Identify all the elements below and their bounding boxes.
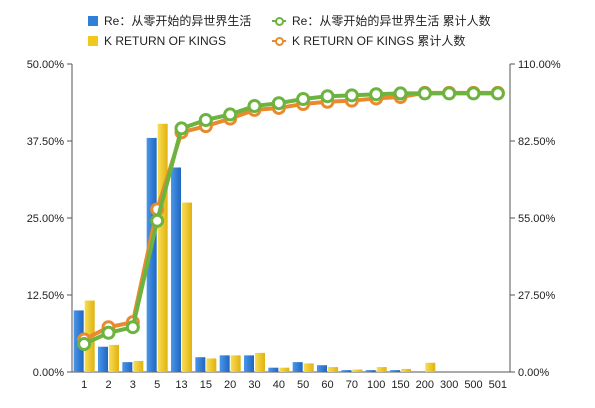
line-point [320,89,335,104]
bar [219,355,230,372]
left-tick-label: 12.50% [27,290,65,302]
legend-label: K RETURN OF KINGS 累计人数 [292,34,466,48]
x-tick-label: 15 [200,379,212,391]
line-point [466,86,481,101]
bar [195,357,206,372]
bar [317,365,327,372]
bar [133,360,144,372]
bar [244,355,254,372]
bar [365,370,376,372]
x-tick-label: 50 [297,379,309,391]
right-tick-label: 0.00% [518,367,549,379]
bar [341,370,352,372]
axes [67,63,515,373]
bar [146,137,157,372]
bars [73,123,436,372]
x-tick-label: 1 [81,379,87,391]
line-point [442,86,457,101]
legend-label: K RETURN OF KINGS [104,34,227,48]
legend-marker-orange [272,37,286,46]
line-point [369,87,384,102]
bar [182,202,192,372]
line-point [198,113,213,127]
cumulative-line [83,91,498,346]
legend-label: Re：从零开始的异世界生活 [104,14,252,28]
legend-marker-green [272,17,286,26]
bar [268,367,279,372]
line-point [296,92,311,106]
line-point [247,99,262,113]
line-point [393,86,408,101]
x-tick-label: 100 [367,379,385,391]
bar [401,368,411,372]
line-point [150,213,165,228]
line-point [223,107,238,122]
legend-item-k-cumulative: K RETURN OF KINGS 累计人数 [272,34,465,48]
legend-item-k-bars: K RETURN OF KINGS [88,34,226,48]
x-tick-label: 13 [175,379,187,391]
line-point [344,88,359,103]
bar [109,344,119,372]
bar [206,358,217,372]
bar [255,352,265,372]
line-point [174,121,189,136]
left-tick-label: 25.00% [27,213,65,225]
axis-labels: 0.00% 12.50% 25.00% 37.50% 50.00% 0.00% 27.50%… [27,59,561,391]
right-tick-label: 82.50% [518,136,556,148]
bar [98,346,108,372]
x-tick-label: 300 [440,379,458,391]
line-point [417,86,432,101]
cumulative-line [83,90,498,342]
left-tick-label: 37.50% [27,136,65,148]
bar [425,362,436,372]
bar [352,369,363,372]
line-point [101,325,116,340]
bar [376,367,387,372]
x-tick-label: 20 [224,379,236,391]
x-tick-label: 60 [321,379,333,391]
legend-swatch-yellow [88,36,98,46]
x-tick-label: 150 [391,379,409,391]
cumulative-lines [77,85,505,351]
legend-label: Re：从零开始的异世界生活 累计人数 [292,14,491,28]
right-tick-label: 110.00% [518,59,561,71]
bar [292,362,303,372]
x-tick-label: 2 [105,379,111,391]
x-tick-label: 200 [416,379,434,391]
x-tick-label: 5 [154,379,160,391]
bar [122,362,133,372]
right-tick-label: 55.00% [518,213,556,225]
right-tick-label: 27.50% [518,290,556,302]
legend-swatch-blue [88,16,98,26]
legend: Re：从零开始的异世界生活 K RETURN OF KINGS Re：从零开始的… [0,0,595,60]
bar [171,167,181,372]
legend-item-re-cumulative: Re：从零开始的异世界生活 累计人数 [272,14,491,28]
x-tick-label: 40 [273,379,285,391]
line-point [490,86,505,101]
x-tick-label: 501 [489,379,507,391]
bar [279,367,290,372]
line-point [125,320,140,335]
bar [328,367,338,372]
x-tick-label: 500 [464,379,482,391]
line-point [77,337,92,351]
line-point [271,96,286,111]
bar [157,123,168,372]
x-tick-label: 70 [346,379,358,391]
bar [303,363,314,372]
bar [390,370,400,372]
legend-item-re-bars: Re：从零开始的异世界生活 [88,14,251,28]
bar [230,355,241,372]
left-tick-label: 50.00% [27,59,65,71]
x-tick-label: 3 [130,379,136,391]
x-tick-label: 30 [248,379,260,391]
left-tick-label: 0.00% [33,367,64,379]
